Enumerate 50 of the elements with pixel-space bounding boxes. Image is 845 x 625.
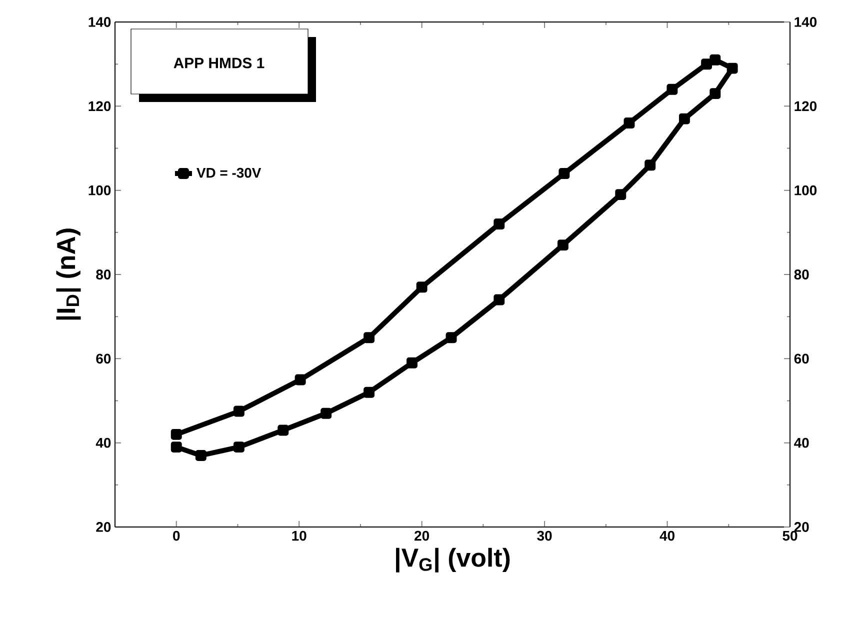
point [710, 54, 721, 66]
point [278, 424, 289, 436]
y2-tick-label: 140 [794, 17, 817, 27]
y2-tick-label: 20 [794, 522, 809, 532]
point [364, 332, 375, 344]
point [446, 332, 457, 344]
point [494, 218, 505, 230]
legend-label: VD = -30V [196, 168, 262, 178]
y-tick-label: 100 [88, 185, 111, 196]
point [406, 357, 418, 368]
point [666, 84, 678, 95]
point [701, 58, 712, 70]
y2-tick-label: 40 [794, 438, 809, 448]
point [233, 406, 244, 417]
y2-tick-label: 60 [794, 354, 809, 364]
point [416, 282, 428, 293]
x-tick-label: 20 [414, 530, 430, 541]
point [195, 450, 206, 461]
y-tick-label: 60 [96, 354, 111, 364]
x-tick-label: 40 [660, 530, 674, 541]
y-tick-label: 140 [88, 17, 111, 27]
x-tick-label: 30 [537, 530, 552, 541]
x-tick-label: 50 [782, 530, 798, 541]
point [644, 160, 656, 171]
y2-tick-label: 80 [794, 270, 809, 280]
point [678, 113, 690, 124]
y-tick-label: 20 [96, 522, 111, 532]
y-tick-label: 120 [88, 101, 111, 112]
point [320, 408, 332, 419]
point [710, 88, 721, 100]
point [233, 442, 244, 453]
y-tick-label: 40 [96, 438, 111, 448]
point [364, 386, 375, 398]
point [624, 118, 635, 128]
annotation: APP HMDS 1 [174, 58, 264, 68]
point [294, 374, 306, 386]
x-axis-title: |V$_{G}$| (volt) [396, 548, 510, 572]
y2-tick-label: 100 [794, 185, 817, 196]
point [557, 240, 568, 251]
point [170, 428, 182, 440]
x-tick-label: 0 [173, 530, 180, 541]
y-tick-label: 80 [96, 270, 111, 280]
y-axis-title: |I$_{D}$| (nA) [56, 228, 81, 320]
point [170, 442, 182, 453]
y2-tick-label: 120 [794, 101, 817, 112]
point [558, 168, 570, 179]
point [494, 294, 505, 306]
point [615, 189, 626, 200]
x-tick-label: 10 [292, 530, 306, 541]
point [726, 62, 738, 74]
